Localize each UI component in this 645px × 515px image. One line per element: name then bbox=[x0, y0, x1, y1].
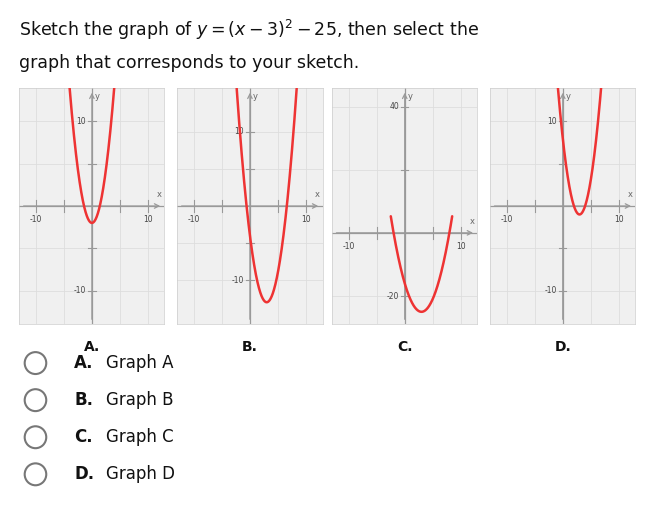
Text: 10: 10 bbox=[301, 215, 310, 225]
Text: -20: -20 bbox=[386, 291, 399, 301]
Text: -10: -10 bbox=[30, 215, 43, 225]
Text: 10: 10 bbox=[456, 243, 465, 251]
Text: Graph D: Graph D bbox=[106, 466, 175, 483]
Text: x: x bbox=[470, 217, 475, 226]
Text: A.: A. bbox=[84, 340, 100, 354]
Text: 10: 10 bbox=[548, 117, 557, 126]
Text: D.: D. bbox=[74, 466, 94, 483]
Text: -10: -10 bbox=[74, 286, 86, 295]
Text: -10: -10 bbox=[342, 243, 355, 251]
Text: 10: 10 bbox=[143, 215, 152, 225]
Text: Graph A: Graph A bbox=[106, 354, 174, 372]
Text: y: y bbox=[408, 92, 413, 101]
Text: y: y bbox=[566, 92, 571, 101]
Text: C.: C. bbox=[74, 428, 93, 446]
Text: -10: -10 bbox=[188, 215, 201, 225]
Text: 10: 10 bbox=[235, 128, 244, 136]
Text: graph that corresponds to your sketch.: graph that corresponds to your sketch. bbox=[19, 54, 360, 72]
Text: 40: 40 bbox=[389, 102, 399, 111]
Text: 10: 10 bbox=[77, 117, 86, 126]
Text: x: x bbox=[157, 190, 161, 199]
Text: Sketch the graph of $y = (x - 3)^2 - 25$, then select the: Sketch the graph of $y = (x - 3)^2 - 25$… bbox=[19, 18, 479, 42]
Text: 10: 10 bbox=[614, 215, 623, 225]
Text: C.: C. bbox=[397, 340, 413, 354]
Text: D.: D. bbox=[555, 340, 571, 354]
Text: x: x bbox=[315, 190, 319, 199]
Text: -10: -10 bbox=[232, 276, 244, 284]
Text: y: y bbox=[253, 92, 258, 101]
Text: B.: B. bbox=[74, 391, 93, 409]
Text: -10: -10 bbox=[501, 215, 513, 225]
Text: Graph C: Graph C bbox=[106, 428, 174, 446]
Text: Graph B: Graph B bbox=[106, 391, 174, 409]
Text: A.: A. bbox=[74, 354, 94, 372]
Text: B.: B. bbox=[242, 340, 258, 354]
Text: y: y bbox=[95, 92, 100, 101]
Text: -10: -10 bbox=[544, 286, 557, 295]
Text: x: x bbox=[628, 190, 633, 199]
